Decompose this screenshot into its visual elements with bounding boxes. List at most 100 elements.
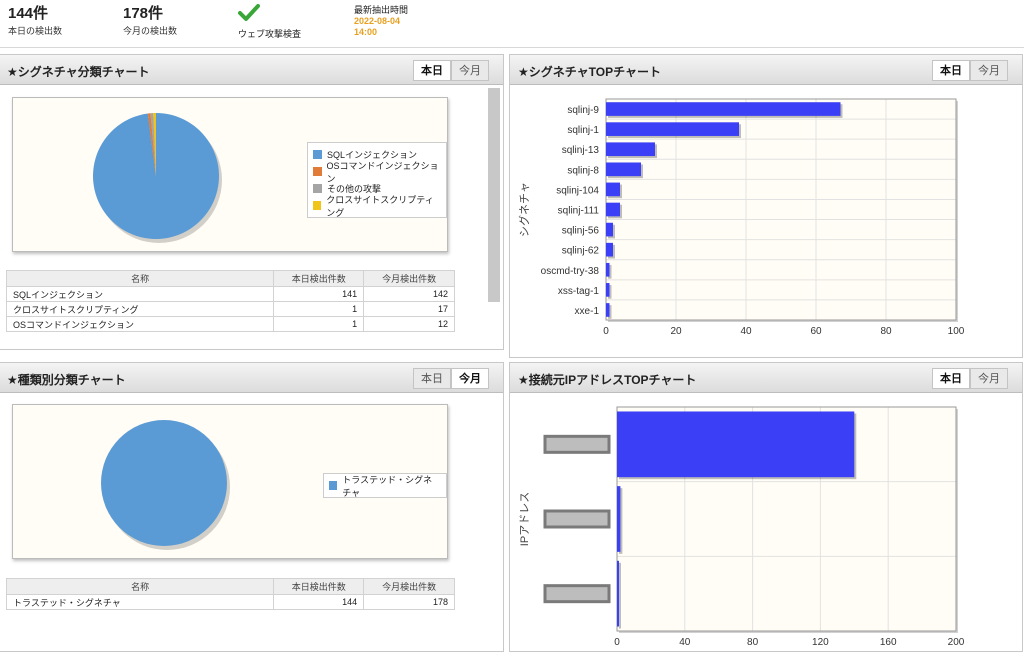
y-tick-label: oscmd-try-38 <box>541 266 600 277</box>
bar[interactable] <box>617 411 855 478</box>
bar[interactable] <box>606 142 655 157</box>
x-tick-label: 20 <box>670 326 682 337</box>
pie-chart <box>92 113 222 243</box>
month-label: 今月の検出数 <box>123 26 178 36</box>
tab-group: 本日 今月 <box>932 60 1008 81</box>
bar-chart: 0 20 40 60 80 100 sqlinj-9 sqlinj-1 sqlinj-13 sql… <box>517 98 965 337</box>
latest-date: 2022-08-04 <box>354 16 401 26</box>
cell-today: 141 <box>273 286 365 302</box>
y-axis-title: シグネチャ <box>517 182 531 237</box>
y-tick-label: sqlinj-56 <box>562 226 600 237</box>
table-header-row: 名称 本日検出件数 今月検出件数 <box>5 270 455 287</box>
web-check-label: ウェブ攻撃検査 <box>238 29 302 39</box>
x-tick-label: 0 <box>614 637 620 648</box>
scrollbar[interactable] <box>488 88 500 302</box>
type-class-table: 名称 本日検出件数 今月検出件数 トラステッド・シグネチャ 144 178 <box>5 578 455 610</box>
tab-today[interactable]: 本日 <box>932 60 970 81</box>
sig-class-chart: SQLインジェクション OSコマンドインジェクション その他の攻撃 クロスサイト… <box>12 97 448 252</box>
bar[interactable] <box>606 303 610 317</box>
chart-legend: SQLインジェクション OSコマンドインジェクション その他の攻撃 クロスサイト… <box>307 142 447 218</box>
cell-name: クロスサイトスクリプティング <box>5 301 275 317</box>
x-tick-label: 120 <box>812 637 829 648</box>
bar[interactable] <box>606 102 841 116</box>
chart-legend: トラステッド・シグネチャ <box>323 473 447 498</box>
x-tick-label: 80 <box>747 637 759 648</box>
cell-name: OSコマンドインジェクション <box>5 316 275 332</box>
bar-shadow <box>608 264 612 279</box>
redacted-ip-label <box>543 509 611 529</box>
table-row: クロスサイトスクリプティング 1 17 <box>5 301 455 317</box>
cell-name: トラステッド・シグネチャ <box>5 594 275 610</box>
bar[interactable] <box>606 122 739 136</box>
panel-header: ★種類別分類チャート 本日 今月 <box>0 363 503 393</box>
summary-bar: 144件 本日の検出数 178件 今月の検出数 ウェブ攻撃検査 最新抽出時間 2… <box>0 0 1024 48</box>
x-tick-label: 160 <box>880 637 897 648</box>
today-label: 本日の検出数 <box>8 26 63 36</box>
panel-title: ★シグネチャ分類チャート <box>7 65 150 79</box>
tab-group: 本日 今月 <box>932 368 1008 389</box>
legend-label: OSコマンドインジェクション <box>326 160 439 184</box>
legend-label: SQLインジェクション <box>327 150 418 160</box>
bar-chart: 0 40 80 120 160 200 IPアドレス <box>519 406 965 648</box>
pie-slice[interactable] <box>101 420 227 546</box>
bar[interactable] <box>606 162 641 177</box>
cell-name: SQLインジェクション <box>5 286 275 302</box>
panel-title: ★種類別分類チャート <box>7 373 126 387</box>
col-month: 今月検出件数 <box>363 578 455 595</box>
y-tick-label: sqlinj-8 <box>567 165 599 176</box>
bar[interactable] <box>617 560 619 627</box>
cell-month: 12 <box>363 316 455 332</box>
bar[interactable] <box>606 202 620 217</box>
legend-item: その他の攻撃 <box>313 180 441 197</box>
bar[interactable] <box>606 242 613 257</box>
cell-month: 178 <box>363 594 455 610</box>
y-tick-label: sqlinj-1 <box>567 125 599 136</box>
check-icon <box>238 4 260 27</box>
table-row: OSコマンドインジェクション 1 12 <box>5 316 455 332</box>
pie-slice[interactable] <box>92 113 219 239</box>
bar[interactable] <box>606 262 610 277</box>
tab-today[interactable]: 本日 <box>932 368 970 389</box>
bar[interactable] <box>617 486 621 552</box>
x-tick-label: 80 <box>880 326 892 337</box>
tab-today[interactable]: 本日 <box>413 60 451 81</box>
bar[interactable] <box>606 182 620 197</box>
tab-group: 本日 今月 <box>413 60 489 81</box>
panel-header: ★接続元IPアドレスTOPチャート 本日 今月 <box>510 363 1022 393</box>
cell-month: 142 <box>363 286 455 302</box>
cell-today: 1 <box>273 301 365 317</box>
bar[interactable] <box>606 283 610 297</box>
y-tick-label: sqlinj-62 <box>562 246 600 257</box>
pie-slice[interactable] <box>153 113 156 176</box>
pie-slice[interactable] <box>147 113 156 176</box>
col-today: 本日検出件数 <box>273 270 365 287</box>
sig-class-table: 名称 本日検出件数 今月検出件数 SQLインジェクション 141 142 クロス… <box>5 270 455 332</box>
y-axis-title: IPアドレス <box>519 492 531 546</box>
cell-today: 144 <box>273 594 365 610</box>
pie-slice[interactable] <box>150 113 156 176</box>
x-tick-label: 40 <box>740 326 752 337</box>
legend-item: クロスサイトスクリプティング <box>313 195 441 218</box>
legend-item: SQLインジェクション <box>313 146 441 163</box>
legend-label: クロスサイトスクリプティング <box>326 194 434 218</box>
col-name: 名称 <box>5 578 275 595</box>
tab-month[interactable]: 今月 <box>970 60 1008 81</box>
panel-header: ★シグネチャTOPチャート 本日 今月 <box>510 55 1022 85</box>
latest-time: 14:00 <box>354 27 378 37</box>
y-tick-label: sqlinj-111 <box>558 206 600 217</box>
bar-shadow <box>608 305 612 319</box>
table-row: SQLインジェクション 141 142 <box>5 286 455 302</box>
tab-group: 本日 今月 <box>413 368 489 389</box>
col-name: 名称 <box>5 270 275 287</box>
panel-title: ★接続元IPアドレスTOPチャート <box>518 373 697 387</box>
tab-today[interactable]: 本日 <box>413 368 451 389</box>
bar[interactable] <box>606 222 613 237</box>
tab-month[interactable]: 今月 <box>451 60 489 81</box>
cell-month: 17 <box>363 301 455 317</box>
x-tick-label: 100 <box>948 326 965 337</box>
latest-extract: 最新抽出時間 2022-08-04 14:00 <box>354 5 408 38</box>
today-stat: 144件 本日の検出数 <box>8 6 62 37</box>
tab-month[interactable]: 今月 <box>970 368 1008 389</box>
tab-month[interactable]: 今月 <box>451 368 489 389</box>
bar-shadow <box>608 285 612 299</box>
